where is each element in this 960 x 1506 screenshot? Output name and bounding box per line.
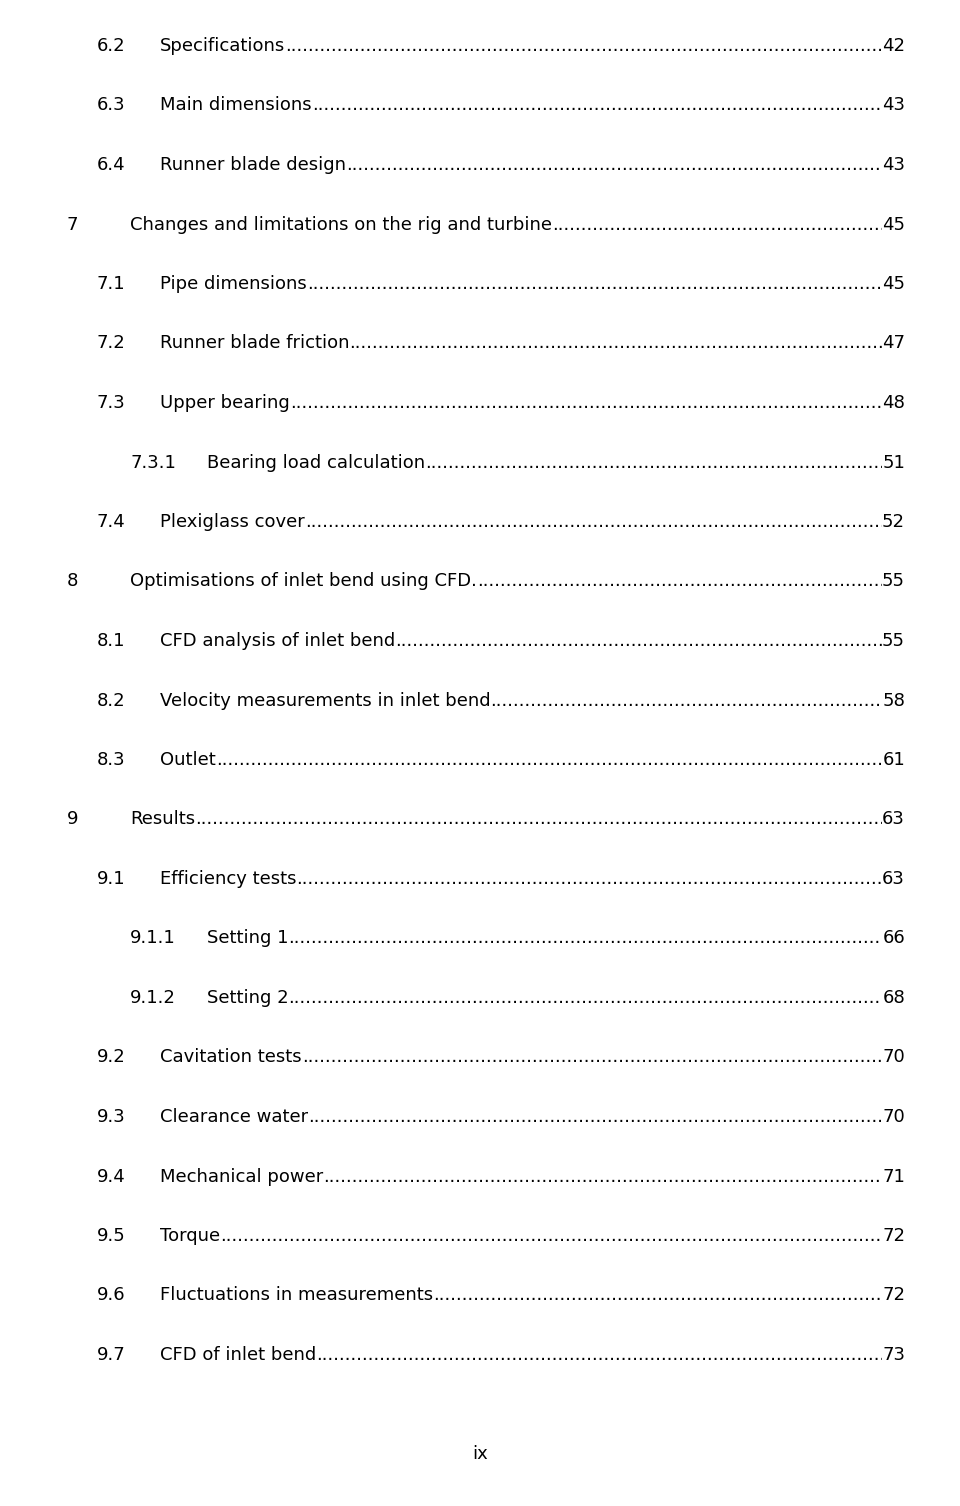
Text: ................................................................................: ........................................…	[433, 1286, 960, 1304]
Text: 9.2: 9.2	[97, 1048, 126, 1066]
Text: 7.2: 7.2	[97, 334, 126, 352]
Text: 7.1: 7.1	[97, 276, 126, 294]
Text: 55: 55	[882, 633, 905, 651]
Text: CFD analysis of inlet bend: CFD analysis of inlet bend	[160, 633, 396, 651]
Text: 73: 73	[882, 1346, 905, 1364]
Text: 52: 52	[882, 514, 905, 532]
Text: ................................................................................: ........................................…	[425, 453, 960, 471]
Text: ................................................................................: ........................................…	[216, 751, 960, 770]
Text: ................................................................................: ........................................…	[491, 691, 960, 709]
Text: 9.5: 9.5	[97, 1227, 126, 1245]
Text: ................................................................................: ........................................…	[552, 215, 960, 233]
Text: Efficiency tests: Efficiency tests	[160, 870, 297, 889]
Text: 9: 9	[67, 810, 79, 828]
Text: 51: 51	[882, 453, 905, 471]
Text: ................................................................................: ........................................…	[297, 870, 960, 889]
Text: 43: 43	[882, 157, 905, 175]
Text: ................................................................................: ........................................…	[307, 276, 960, 294]
Text: ................................................................................: ........................................…	[312, 96, 960, 114]
Text: 70: 70	[882, 1108, 905, 1126]
Text: 7: 7	[67, 215, 79, 233]
Text: Upper bearing: Upper bearing	[160, 395, 290, 413]
Text: Results: Results	[130, 810, 195, 828]
Text: Changes and limitations on the rig and turbine: Changes and limitations on the rig and t…	[130, 215, 552, 233]
Text: ................................................................................: ........................................…	[289, 929, 960, 947]
Text: Main dimensions: Main dimensions	[160, 96, 312, 114]
Text: 6.2: 6.2	[97, 38, 126, 56]
Text: ................................................................................: ........................................…	[195, 810, 960, 828]
Text: ................................................................................: ........................................…	[324, 1167, 960, 1185]
Text: ................................................................................: ........................................…	[220, 1227, 960, 1245]
Text: 9.6: 9.6	[97, 1286, 126, 1304]
Text: CFD of inlet bend: CFD of inlet bend	[160, 1346, 316, 1364]
Text: 9.1.2: 9.1.2	[130, 989, 176, 1008]
Text: 42: 42	[882, 38, 905, 56]
Text: ................................................................................: ........................................…	[349, 334, 960, 352]
Text: Pipe dimensions: Pipe dimensions	[160, 276, 307, 294]
Text: 55: 55	[882, 572, 905, 590]
Text: 45: 45	[882, 215, 905, 233]
Text: 68: 68	[882, 989, 905, 1008]
Text: 61: 61	[882, 751, 905, 770]
Text: ................................................................................: ........................................…	[316, 1346, 960, 1364]
Text: Torque: Torque	[160, 1227, 220, 1245]
Text: 7.3: 7.3	[97, 395, 126, 413]
Text: 58: 58	[882, 691, 905, 709]
Text: 43: 43	[882, 96, 905, 114]
Text: 48: 48	[882, 395, 905, 413]
Text: 9.1: 9.1	[97, 870, 126, 889]
Text: 71: 71	[882, 1167, 905, 1185]
Text: 63: 63	[882, 810, 905, 828]
Text: ix: ix	[472, 1444, 488, 1462]
Text: Outlet: Outlet	[160, 751, 216, 770]
Text: 9.7: 9.7	[97, 1346, 126, 1364]
Text: 8.2: 8.2	[97, 691, 126, 709]
Text: 8.3: 8.3	[97, 751, 126, 770]
Text: ................................................................................: ........................................…	[396, 633, 960, 651]
Text: 9.3: 9.3	[97, 1108, 126, 1126]
Text: Clearance water: Clearance water	[160, 1108, 308, 1126]
Text: 70: 70	[882, 1048, 905, 1066]
Text: 63: 63	[882, 870, 905, 889]
Text: 72: 72	[882, 1286, 905, 1304]
Text: Runner blade design: Runner blade design	[160, 157, 346, 175]
Text: Setting 1: Setting 1	[207, 929, 289, 947]
Text: ................................................................................: ........................................…	[301, 1048, 960, 1066]
Text: 8.1: 8.1	[97, 633, 126, 651]
Text: 6.3: 6.3	[97, 96, 126, 114]
Text: Fluctuations in measurements: Fluctuations in measurements	[160, 1286, 433, 1304]
Text: 47: 47	[882, 334, 905, 352]
Text: Velocity measurements in inlet bend: Velocity measurements in inlet bend	[160, 691, 491, 709]
Text: ................................................................................: ........................................…	[290, 395, 960, 413]
Text: Bearing load calculation: Bearing load calculation	[207, 453, 425, 471]
Text: Plexiglass cover: Plexiglass cover	[160, 514, 304, 532]
Text: Setting 2: Setting 2	[207, 989, 289, 1008]
Text: Mechanical power: Mechanical power	[160, 1167, 324, 1185]
Text: ................................................................................: ........................................…	[304, 514, 960, 532]
Text: 7.3.1: 7.3.1	[130, 453, 176, 471]
Text: ................................................................................: ........................................…	[477, 572, 960, 590]
Text: ................................................................................: ........................................…	[289, 989, 960, 1008]
Text: ................................................................................: ........................................…	[346, 157, 960, 175]
Text: 45: 45	[882, 276, 905, 294]
Text: 66: 66	[882, 929, 905, 947]
Text: ................................................................................: ........................................…	[285, 38, 960, 56]
Text: 7.4: 7.4	[97, 514, 126, 532]
Text: 9.4: 9.4	[97, 1167, 126, 1185]
Text: Runner blade friction: Runner blade friction	[160, 334, 349, 352]
Text: Optimisations of inlet bend using CFD.: Optimisations of inlet bend using CFD.	[130, 572, 477, 590]
Text: Cavitation tests: Cavitation tests	[160, 1048, 301, 1066]
Text: 6.4: 6.4	[97, 157, 126, 175]
Text: 72: 72	[882, 1227, 905, 1245]
Text: 9.1.1: 9.1.1	[130, 929, 176, 947]
Text: Specifications: Specifications	[160, 38, 285, 56]
Text: ................................................................................: ........................................…	[308, 1108, 960, 1126]
Text: 8: 8	[67, 572, 79, 590]
